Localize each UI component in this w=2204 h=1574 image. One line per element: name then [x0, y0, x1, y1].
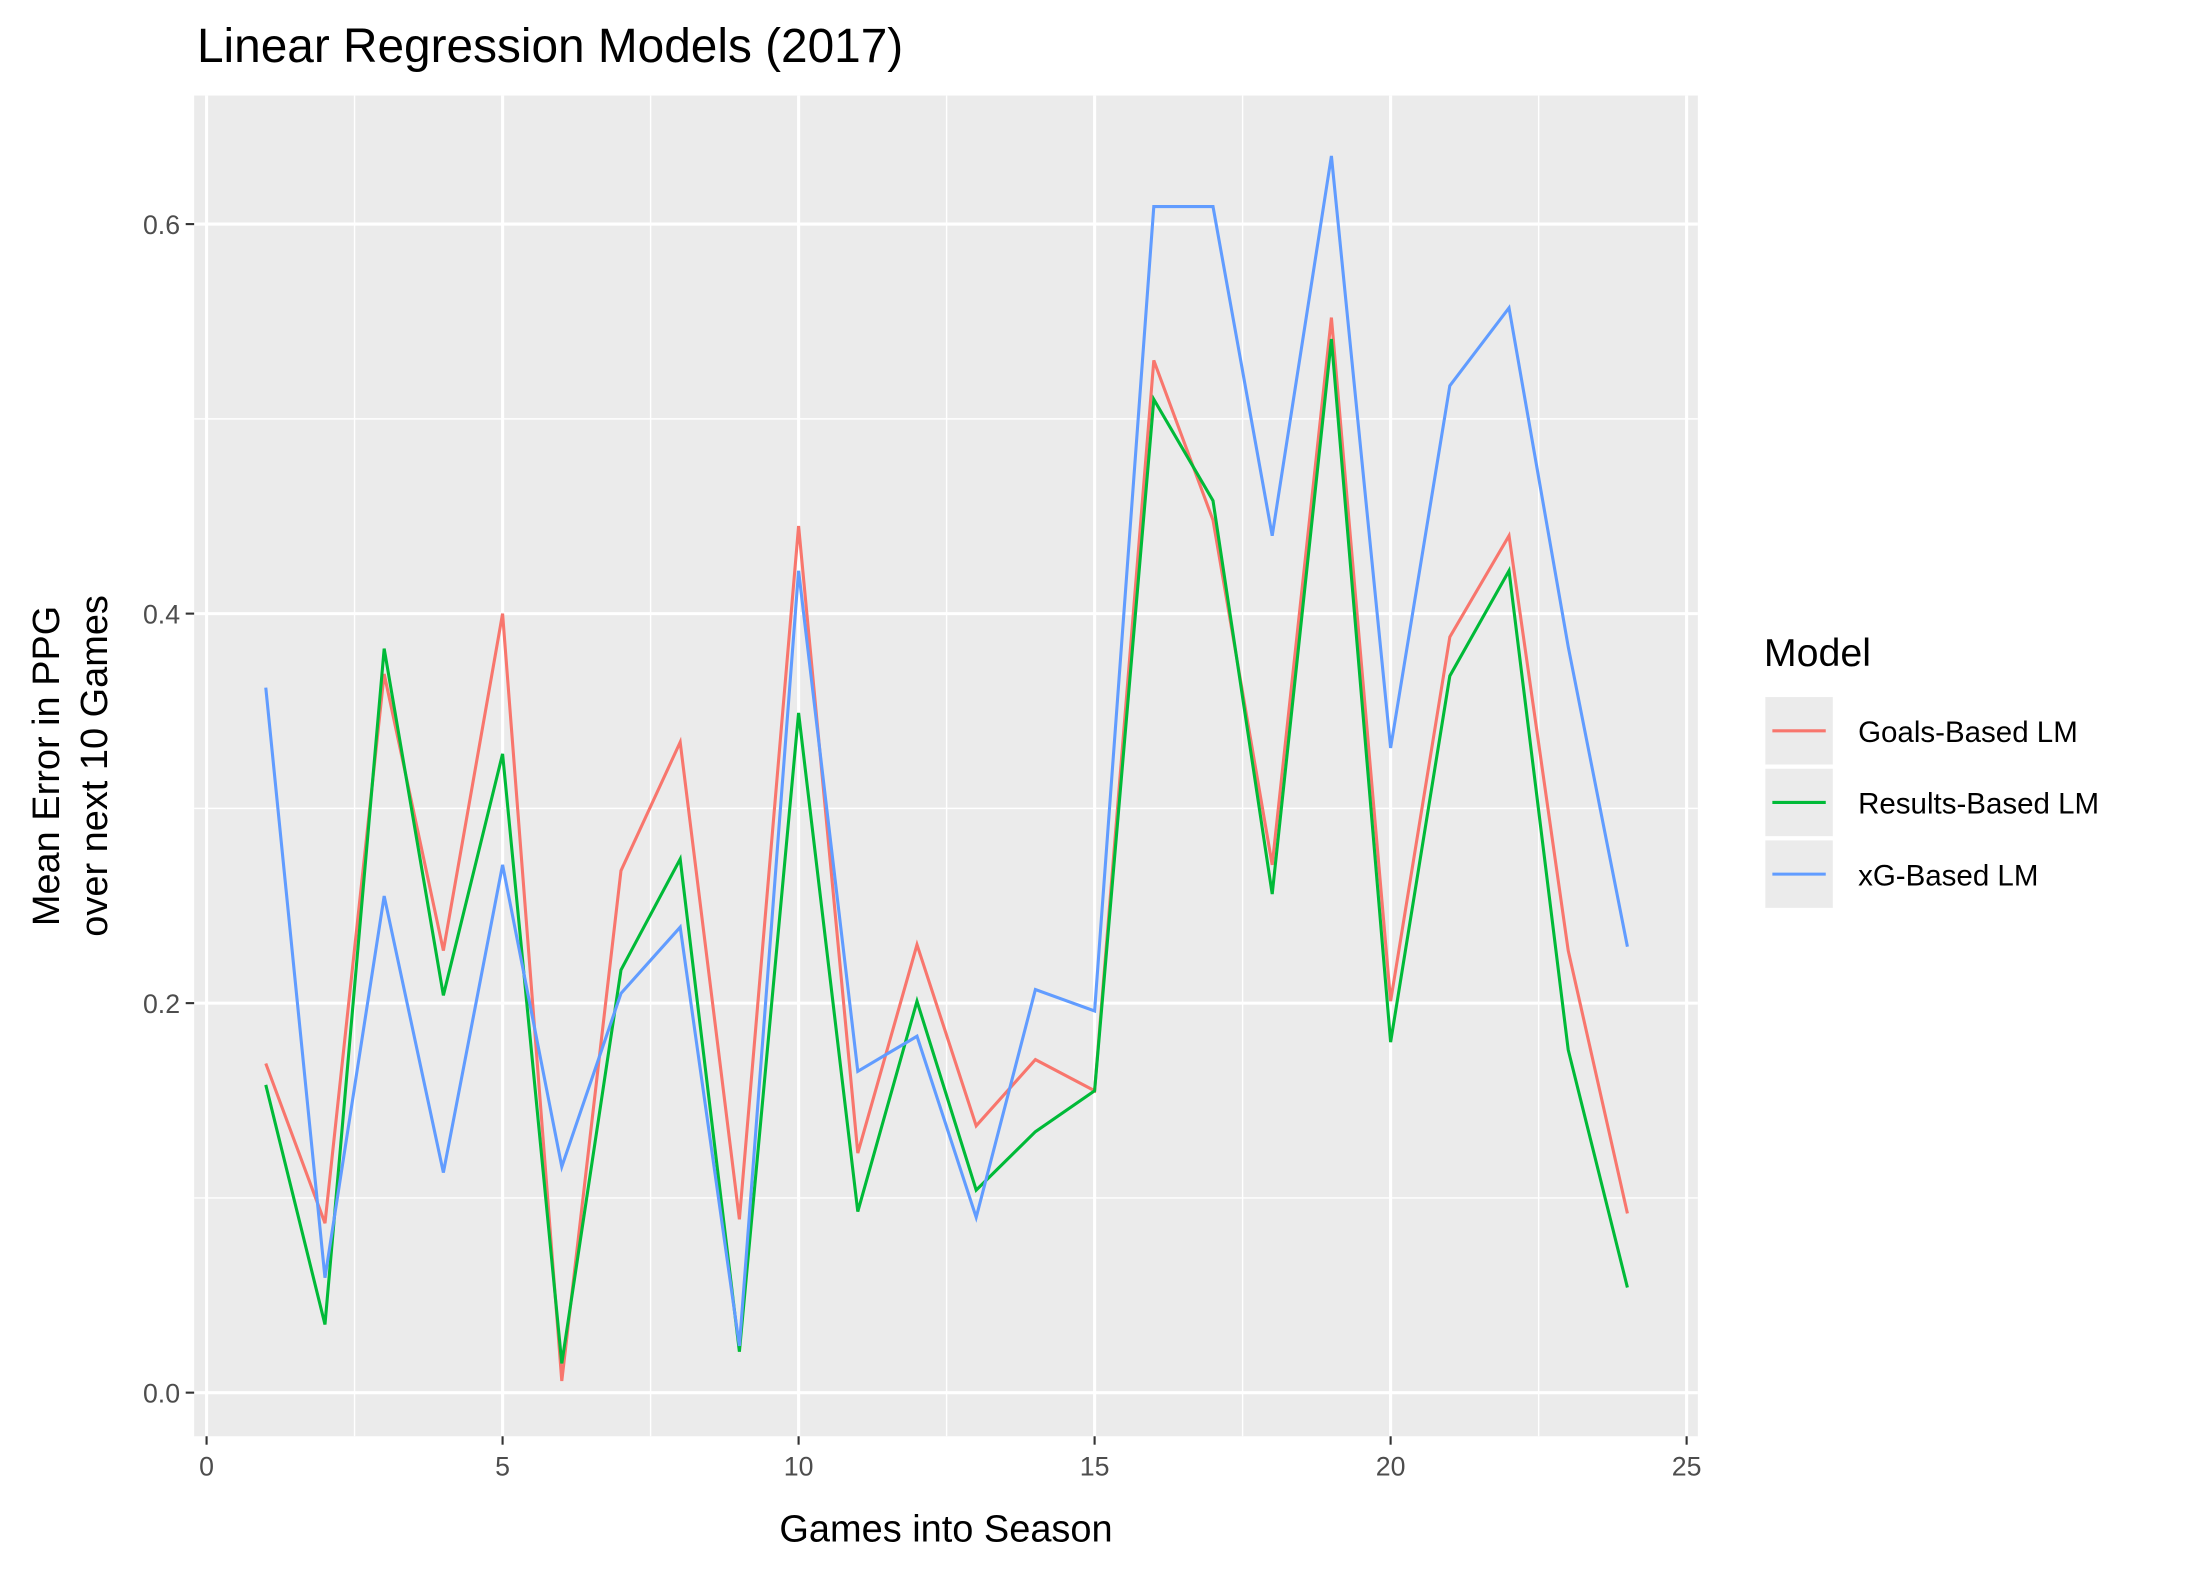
series-line	[264, 317, 1629, 1382]
y-axis-title: Mean Error in PPG	[26, 606, 68, 926]
y-tick-label: 0.0	[143, 1378, 180, 1408]
legend-label: Goals-Based LM	[1858, 716, 2078, 749]
x-axis-title: Games into Season	[779, 1509, 1112, 1551]
series-line	[264, 338, 1629, 1364]
x-tick-label: 25	[1672, 1452, 1702, 1482]
y-tick-label: 0.4	[143, 599, 180, 629]
x-tick-label: 20	[1376, 1452, 1406, 1482]
y-tick-label: 0.2	[143, 989, 180, 1019]
y-axis-title: over next 10 Games	[74, 595, 116, 937]
series-line	[264, 155, 1629, 1347]
legend-label: Results-Based LM	[1858, 788, 2099, 821]
legend-label: xG-Based LM	[1858, 859, 2038, 892]
x-tick-label: 10	[784, 1452, 814, 1482]
x-tick-label: 5	[495, 1452, 510, 1482]
chart-title: Linear Regression Models (2017)	[197, 20, 903, 73]
y-tick-label: 0.6	[143, 210, 180, 240]
x-tick-label: 0	[199, 1452, 214, 1482]
legend-title: Model	[1764, 631, 1871, 675]
x-tick-label: 15	[1080, 1452, 1110, 1482]
